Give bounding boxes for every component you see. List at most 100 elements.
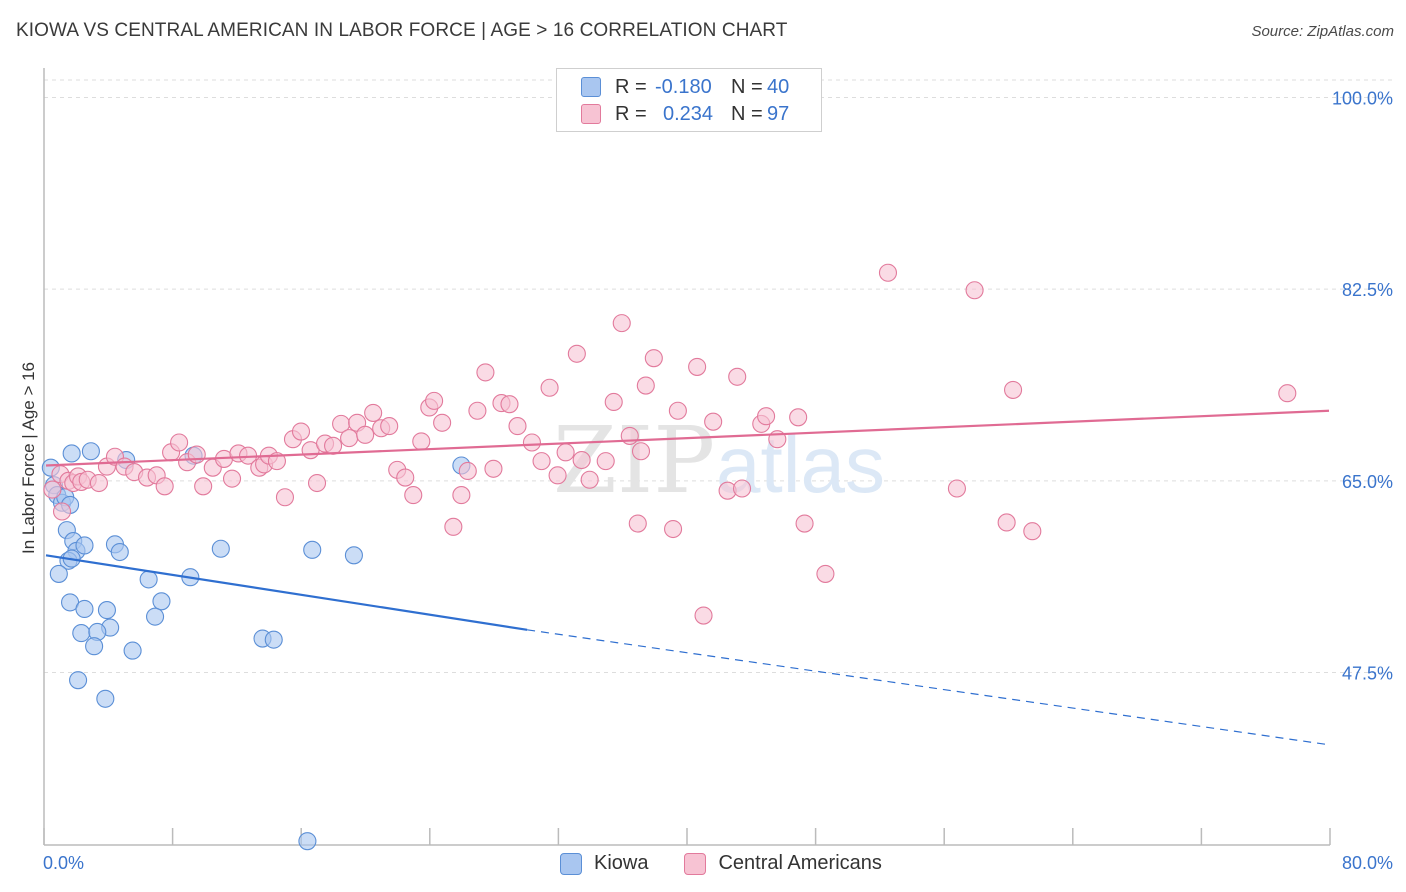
point-central-americans: [500, 395, 519, 414]
legend-swatch-central-americans: [581, 104, 601, 124]
point-kiowa: [97, 601, 116, 620]
point-central-americans: [636, 376, 655, 395]
point-central-americans: [532, 452, 551, 471]
data-points: [41, 263, 1297, 851]
point-kiowa: [75, 599, 94, 619]
y-axis-title: In Labor Force | Age > 16: [19, 362, 38, 554]
point-central-americans: [1004, 380, 1023, 399]
point-central-americans: [522, 433, 541, 452]
point-central-americans: [291, 422, 311, 441]
axes: [43, 68, 1331, 846]
point-central-americans: [484, 459, 503, 478]
point-central-americans: [596, 452, 615, 471]
x-tick-label-max: 80.0%: [1342, 853, 1393, 873]
legend-swatch-kiowa: [581, 77, 601, 97]
y-tick-label: 100.0%: [1332, 89, 1393, 109]
trend-line-central-americans: [45, 409, 1330, 467]
legend-row-kiowa: R = -0.180 N = 40: [581, 75, 789, 99]
point-central-americans: [540, 378, 559, 397]
correlation-legend: R = -0.180 N = 40 R = 0.234 N = 97: [556, 68, 822, 132]
point-central-americans: [795, 514, 814, 533]
series-legend-central-americans[interactable]: Central Americans: [684, 852, 882, 875]
point-central-americans: [789, 408, 808, 427]
x-tick-label-min: 0.0%: [43, 853, 84, 873]
chart-title: KIOWA VS CENTRAL AMERICAN IN LABOR FORCE…: [16, 20, 788, 41]
point-central-americans: [187, 445, 206, 464]
point-central-americans: [757, 407, 776, 426]
point-central-americans: [404, 486, 423, 505]
source-label: Source: ZipAtlas.com: [1251, 23, 1394, 40]
gridlines: [44, 79, 1392, 673]
point-kiowa: [72, 624, 91, 643]
legend-n-value: 40: [767, 75, 790, 98]
point-central-americans: [433, 413, 452, 432]
point-central-americans: [356, 425, 375, 444]
point-central-americans: [444, 517, 463, 536]
series-legend: Kiowa Central Americans: [560, 852, 918, 875]
y-tick-label: 47.5%: [1342, 664, 1393, 684]
point-central-americans: [476, 363, 495, 382]
point-central-americans: [644, 349, 663, 368]
point-central-americans: [1023, 522, 1042, 541]
point-central-americans: [275, 488, 295, 507]
trend-line-kiowa-extrapolated: [527, 629, 1330, 746]
point-kiowa: [110, 542, 129, 562]
point-central-americans: [380, 417, 399, 436]
trend-lines: [45, 409, 1330, 746]
series-legend-label: Central Americans: [718, 852, 882, 874]
point-central-americans: [1278, 384, 1297, 403]
point-central-americans: [878, 263, 898, 282]
point-kiowa: [152, 592, 171, 611]
point-central-americans: [556, 443, 575, 462]
point-central-americans: [668, 401, 687, 420]
legend-r-value: -0.180: [655, 75, 712, 98]
watermark: ZIP atlas: [553, 407, 885, 514]
point-central-americans: [728, 367, 747, 386]
point-central-americans: [396, 468, 415, 487]
point-central-americans: [816, 564, 835, 583]
point-central-americans: [732, 479, 752, 498]
legend-r-label: R =: [615, 102, 647, 125]
point-kiowa: [75, 536, 94, 555]
axis-labels: 100.0% 82.5% 65.0% 47.5% 0.0% 80.0% In Labor F…: [19, 89, 1393, 874]
point-central-americans: [468, 401, 487, 420]
point-kiowa: [344, 546, 363, 565]
point-central-americans: [997, 513, 1016, 532]
point-central-americans: [664, 519, 683, 539]
point-central-americans: [43, 480, 62, 499]
point-central-americans: [631, 442, 651, 461]
point-kiowa: [303, 540, 322, 559]
point-kiowa: [139, 570, 158, 589]
point-central-americans: [170, 433, 189, 452]
point-kiowa: [81, 442, 100, 461]
series-legend-kiowa[interactable]: Kiowa: [560, 852, 648, 875]
point-central-americans: [604, 392, 623, 412]
point-kiowa: [123, 641, 142, 660]
legend-row-central-americans: R = 0.234 N = 97: [581, 102, 789, 126]
series-legend-label: Kiowa: [594, 852, 649, 874]
y-tick-label: 65.0%: [1342, 472, 1393, 492]
point-kiowa: [211, 539, 230, 558]
point-kiowa: [49, 564, 68, 583]
legend-n-value: 97: [767, 102, 790, 125]
y-tick-label: 82.5%: [1342, 280, 1393, 300]
point-central-americans: [580, 470, 599, 489]
series-swatch-central-americans: [684, 852, 707, 875]
point-central-americans: [688, 357, 707, 376]
point-central-americans: [307, 473, 327, 493]
point-central-americans: [704, 412, 723, 431]
point-central-americans: [965, 281, 984, 300]
point-central-americans: [548, 466, 567, 485]
point-central-americans: [324, 436, 343, 455]
point-central-americans: [567, 344, 586, 363]
point-central-americans: [155, 477, 174, 496]
point-central-americans: [194, 477, 213, 496]
point-kiowa: [146, 607, 165, 626]
series-swatch-kiowa: [560, 852, 582, 875]
point-kiowa: [62, 444, 81, 463]
point-central-americans: [612, 314, 631, 333]
legend-r-value: 0.234: [663, 102, 714, 125]
point-central-americans: [52, 502, 72, 521]
point-central-americans: [89, 473, 108, 493]
